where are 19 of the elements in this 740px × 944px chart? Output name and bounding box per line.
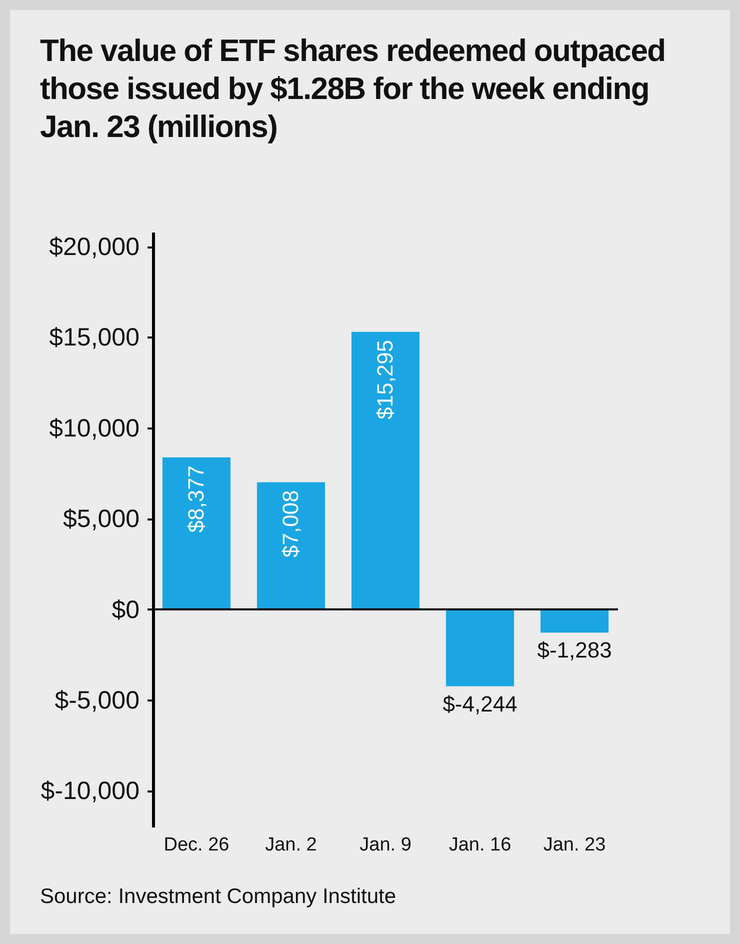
x-tick-label: Jan. 2 xyxy=(265,834,317,856)
y-tick-label: $-10,000 xyxy=(40,777,140,806)
data-label: $8,377 xyxy=(183,465,208,533)
source-note: Source: Investment Company Institute xyxy=(40,885,396,909)
data-label: $-4,244 xyxy=(442,691,518,716)
y-tick-label: $0 xyxy=(112,596,140,624)
x-tick-label: Dec. 26 xyxy=(164,834,230,856)
y-tick-label: $5,000 xyxy=(63,505,140,534)
data-label: $15,295 xyxy=(372,340,398,420)
data-label: $7,008 xyxy=(278,490,303,558)
data-label: $-1,283 xyxy=(537,638,612,663)
y-tick-label: $-5,000 xyxy=(54,686,140,715)
y-tick-label: $10,000 xyxy=(49,414,140,442)
x-tick-label: Jan. 23 xyxy=(543,834,606,856)
x-tick-label: Jan. 9 xyxy=(360,834,412,856)
y-tick-label: $15,000 xyxy=(49,324,140,352)
x-tick-label: Jan. 16 xyxy=(448,834,512,856)
y-tick-label: $20,000 xyxy=(49,233,140,262)
chart-title: The value of ETF shares redeemed outpaced those issued by $1.28B for the week ending Jan. 23 (millions) xyxy=(40,32,666,146)
